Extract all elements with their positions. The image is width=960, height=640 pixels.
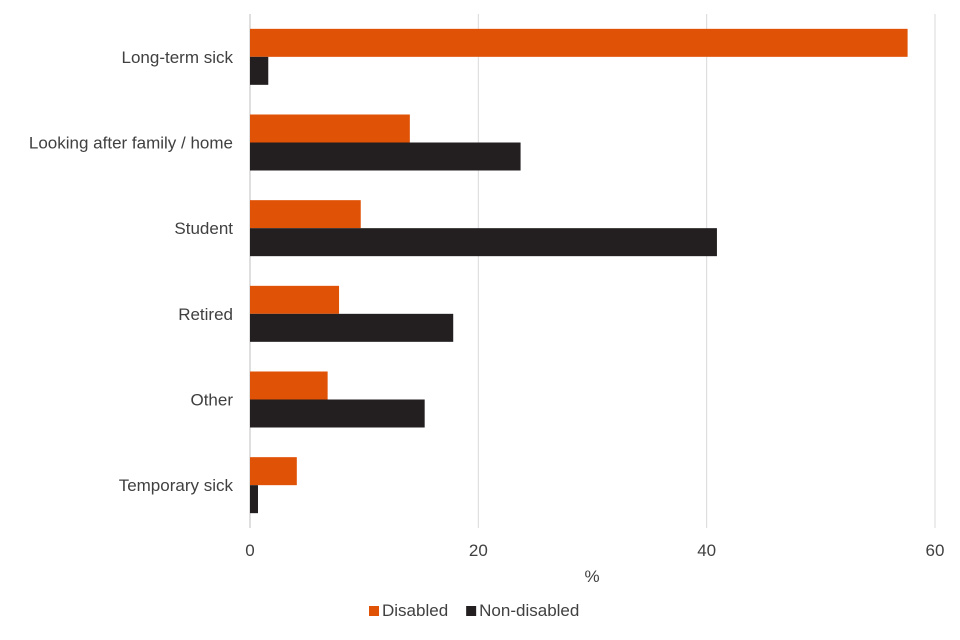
- gridlines: [249, 14, 936, 528]
- x-tick-label: 0: [245, 541, 254, 560]
- bar-non-disabled: [250, 228, 717, 257]
- bar-non-disabled: [250, 313, 454, 342]
- bars: [250, 28, 908, 514]
- bar-disabled: [250, 371, 328, 400]
- bar-non-disabled: [250, 56, 269, 85]
- category-label: Other: [190, 391, 233, 410]
- bar-disabled: [250, 285, 340, 314]
- legend: Disabled Non-disabled: [369, 601, 579, 620]
- category-label: Temporary sick: [119, 476, 234, 495]
- x-axis-title: %: [584, 567, 599, 586]
- bar-non-disabled: [250, 142, 521, 171]
- category-labels: Long-term sick Looking after family / hom…: [29, 48, 234, 495]
- bar-disabled: [250, 200, 361, 229]
- category-label: Student: [174, 219, 233, 238]
- category-label: Long-term sick: [122, 48, 234, 67]
- x-tick-label: 20: [469, 541, 488, 560]
- legend-label: Disabled: [382, 601, 448, 620]
- bar-disabled: [250, 28, 908, 57]
- bar-disabled: [250, 114, 410, 143]
- category-label: Looking after family / home: [29, 134, 233, 153]
- legend-swatch: [466, 606, 477, 616]
- x-tick-label: 40: [697, 541, 716, 560]
- bar-disabled: [250, 457, 297, 486]
- legend-label: Non-disabled: [479, 601, 579, 620]
- x-tick-label: 60: [926, 541, 945, 560]
- bar-non-disabled: [250, 399, 425, 428]
- category-label: Retired: [178, 305, 233, 324]
- bar-non-disabled: [250, 485, 258, 514]
- x-tick-labels: 0 20 40 60: [245, 541, 944, 560]
- legend-swatch: [369, 606, 379, 616]
